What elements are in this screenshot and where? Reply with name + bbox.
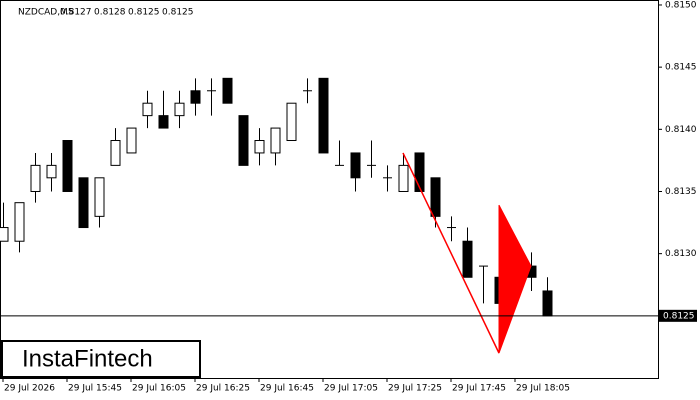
brand-box	[1, 340, 201, 378]
x-tick-label: 29 Jul 18:05	[516, 384, 570, 394]
candle-body	[318, 77, 329, 154]
candle-body	[0, 227, 9, 242]
candle-body	[270, 127, 281, 154]
brand-logo: InstaFintech	[22, 345, 153, 372]
y-tick-label: 0.8130	[665, 249, 697, 259]
candle-body	[30, 164, 41, 192]
y-tick-label: 0.8140	[665, 125, 697, 135]
candle-body	[238, 115, 249, 166]
y-tick-label: 0.8145	[665, 63, 697, 73]
header-value: 0.8125	[128, 8, 160, 18]
candle-body	[254, 140, 265, 154]
pattern-line	[402, 152, 500, 354]
candle-body	[398, 164, 409, 192]
x-tick-label: 29 Jul 2026	[4, 384, 55, 394]
x-tick-label: 29 Jul 17:25	[388, 384, 442, 394]
candle-body	[14, 202, 25, 242]
candle-body	[110, 140, 121, 166]
last-price-label: 0.8125	[663, 311, 695, 321]
candle-body	[430, 177, 441, 217]
candle-body	[158, 115, 169, 129]
candle-body	[414, 152, 425, 192]
candle-body	[46, 164, 57, 179]
candle-body	[542, 290, 553, 317]
last-price-box	[659, 309, 697, 322]
header-value: 0.8125	[162, 8, 194, 18]
candle-body	[462, 240, 473, 278]
candle-body	[142, 102, 153, 117]
y-tick-label: 0.8150	[665, 0, 697, 10]
header-value: 0.8127	[60, 8, 92, 18]
x-tick-label: 29 Jul 17:05	[324, 384, 378, 394]
candle-body	[190, 90, 201, 104]
candle-body	[94, 177, 105, 217]
candle-body	[286, 102, 297, 142]
candle-body	[78, 177, 89, 229]
candle-body	[222, 77, 233, 104]
candle-body	[350, 152, 361, 179]
x-tick-label: 29 Jul 17:45	[452, 384, 506, 394]
y-tick-label: 0.8135	[665, 187, 697, 197]
header-value: 0.8128	[94, 8, 126, 18]
chart-title: NZDCAD,M5	[18, 8, 74, 18]
x-tick-label: 29 Jul 15:45	[68, 384, 122, 394]
candle-body	[62, 140, 73, 192]
x-tick-label: 29 Jul 16:05	[132, 384, 186, 394]
candle-body	[126, 127, 137, 154]
candle-body	[174, 102, 185, 117]
x-tick-label: 29 Jul 16:45	[260, 384, 314, 394]
x-tick-label: 29 Jul 16:25	[196, 384, 250, 394]
